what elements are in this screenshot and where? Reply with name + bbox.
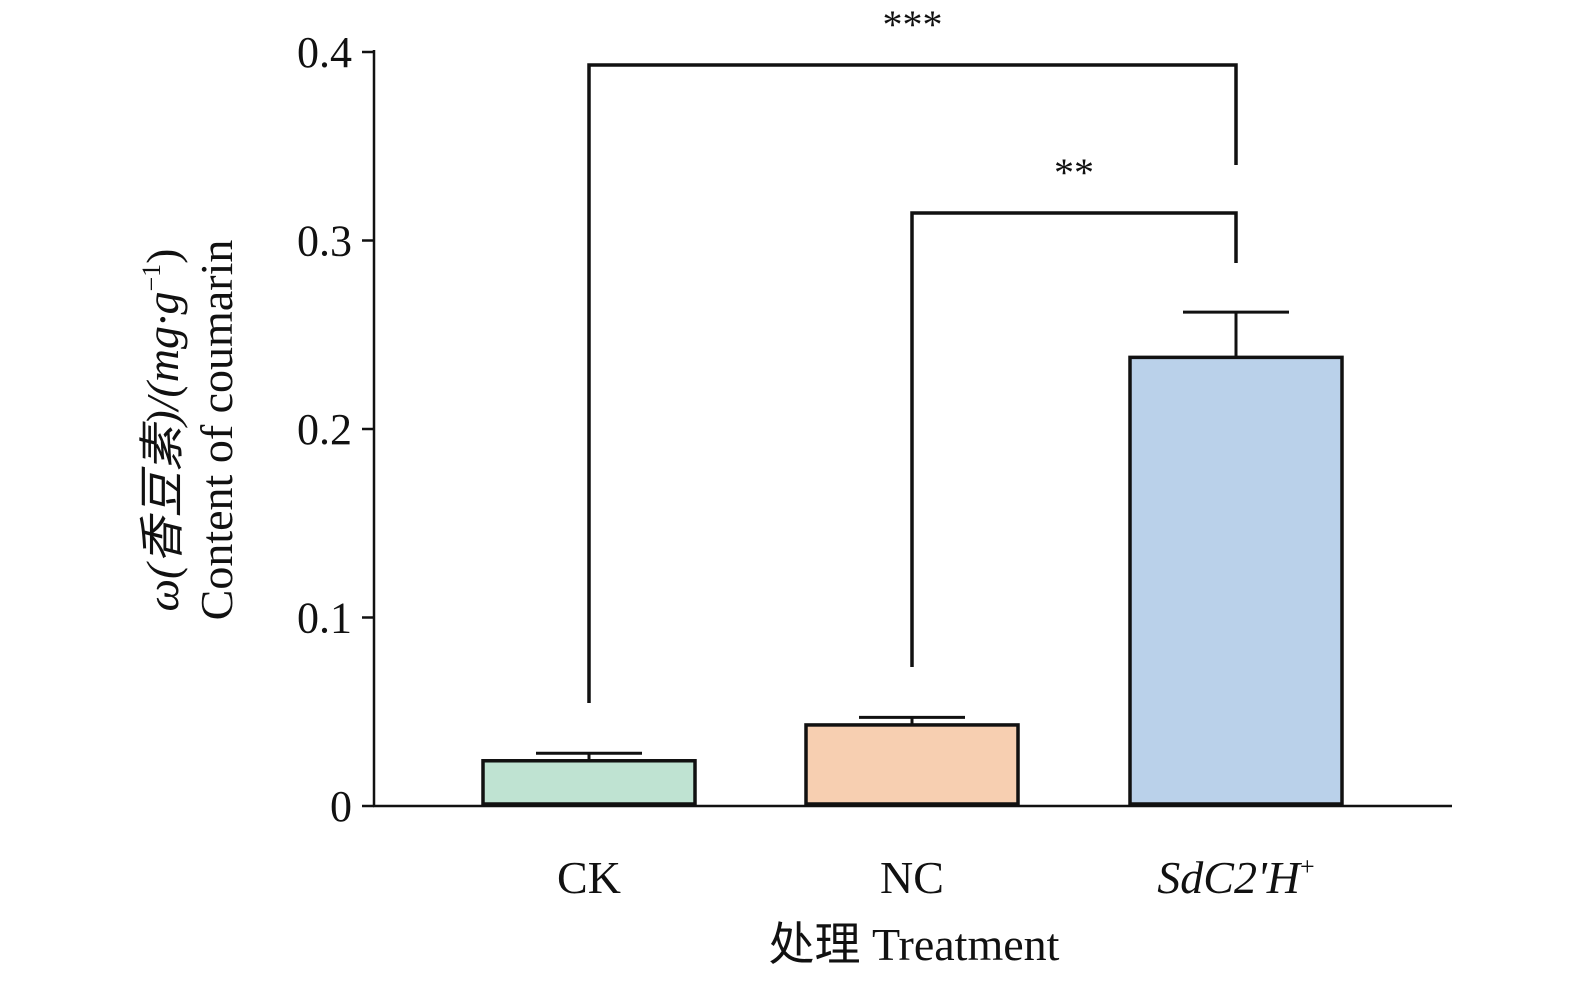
y-axis-title-line1: ω(香豆素)/(mg·g−1) — [137, 249, 188, 612]
y-tick-label: 0 — [330, 782, 352, 831]
significance-bracket — [587, 63, 1238, 703]
y-tick-label: 0.4 — [297, 28, 352, 77]
x-tick-label: NC — [880, 852, 944, 903]
x-axis-title: 处理 Treatment — [769, 919, 1060, 970]
x-tick-label: CK — [557, 852, 621, 903]
y-tick-label: 0.2 — [297, 405, 352, 454]
significance-label: ** — [1054, 150, 1094, 195]
y-axis-title: ω(香豆素)/(mg·g−1) Content of coumarin — [137, 240, 242, 621]
bar-nc — [804, 723, 1020, 806]
y-tick-label: 0.3 — [297, 217, 352, 266]
bar-ck — [481, 759, 697, 806]
bar-sdc2h — [1128, 355, 1344, 806]
y-tick-label: 0.1 — [297, 594, 352, 643]
significance-label: *** — [883, 2, 943, 47]
significance-bracket — [910, 211, 1238, 667]
y-axis-title-line2: Content of coumarin — [191, 240, 242, 621]
x-tick-label: SdC2'H+ — [1157, 852, 1314, 903]
